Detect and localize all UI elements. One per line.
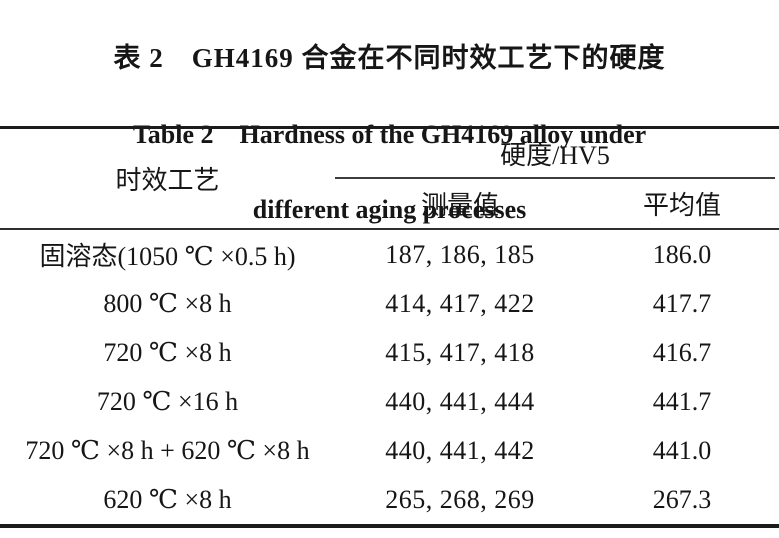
- hardness-subheaders: 测量值 平均值: [335, 179, 779, 228]
- cell-measured: 440, 441, 442: [385, 435, 535, 465]
- cell-process: 720 ℃ ×16 h: [96, 386, 239, 416]
- table-row: 720 ℃ ×8 h 415, 417, 418 416.7: [0, 328, 779, 377]
- cell-average: 267.3: [652, 484, 712, 514]
- cell-measured: 187, 186, 185: [385, 239, 535, 269]
- table-caption: 表 2 GH4169 合金在不同时效工艺下的硬度 Table 2 Hardnes…: [0, 0, 779, 265]
- column-header-measured-value: 测量值: [420, 191, 499, 220]
- hardness-header-group: 硬度/HV5 测量值 平均值: [335, 129, 779, 228]
- cell-measured: 440, 441, 444: [385, 386, 535, 416]
- table-row: 固溶态(1050 ℃ ×0.5 h) 187, 186, 185 186.0: [0, 230, 779, 279]
- cell-process: 800 ℃ ×8 h: [103, 288, 232, 318]
- cell-average: 416.7: [652, 337, 712, 367]
- table-body: 固溶态(1050 ℃ ×0.5 h) 187, 186, 185 186.0 8…: [0, 230, 779, 524]
- cell-measured: 415, 417, 418: [385, 337, 535, 367]
- cell-average: 417.7: [652, 288, 712, 318]
- cell-process: 720 ℃ ×8 h: [103, 337, 232, 367]
- table-row: 620 ℃ ×8 h 265, 268, 269 267.3: [0, 475, 779, 524]
- table-title-chinese: 表 2 GH4169 合金在不同时效工艺下的硬度: [113, 43, 666, 73]
- cell-average: 441.0: [652, 435, 712, 465]
- cell-measured: 265, 268, 269: [385, 484, 535, 514]
- cell-average: 186.0: [652, 239, 712, 269]
- table-header: 时效工艺 硬度/HV5 测量值 平均值: [0, 129, 779, 230]
- column-header-aging-process: 时效工艺: [115, 166, 220, 195]
- table-title-english-line2: different aging processes: [252, 195, 527, 224]
- column-header-average-value: 平均值: [642, 191, 721, 220]
- cell-process: 720 ℃ ×8 h + 620 ℃ ×8 h: [25, 435, 310, 465]
- cell-measured: 414, 417, 422: [385, 288, 535, 318]
- column-header-hardness-hv5: 硬度/HV5: [335, 129, 775, 179]
- table-title-english-line1: Table 2 Hardness of the GH4169 alloy und…: [132, 120, 647, 149]
- cell-average: 441.7: [652, 386, 712, 416]
- table-row: 720 ℃ ×16 h 440, 441, 444 441.7: [0, 377, 779, 426]
- table-row: 720 ℃ ×8 h + 620 ℃ ×8 h 440, 441, 442 44…: [0, 426, 779, 475]
- hardness-table: 时效工艺 硬度/HV5 测量值 平均值 固溶态(1050 ℃ ×0.5 h) 1…: [0, 126, 779, 528]
- cell-process: 固溶态(1050 ℃ ×0.5 h): [39, 242, 296, 271]
- cell-process: 620 ℃ ×8 h: [103, 484, 232, 514]
- table-row: 800 ℃ ×8 h 414, 417, 422 417.7: [0, 279, 779, 328]
